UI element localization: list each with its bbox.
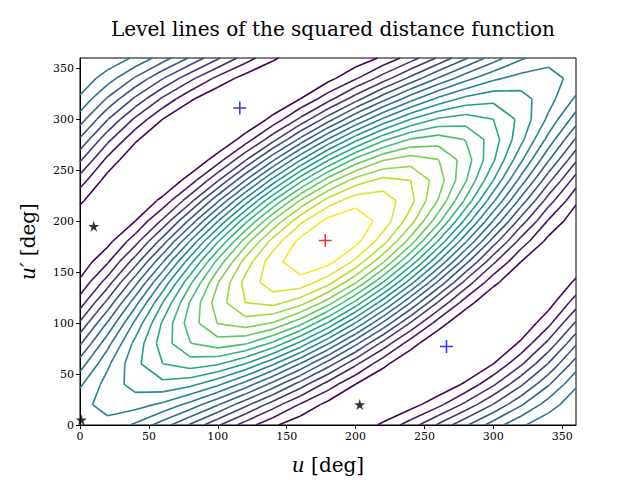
svg-text:300: 300	[53, 113, 74, 126]
svg-text:100: 100	[207, 430, 228, 443]
svg-text:350: 350	[53, 62, 74, 75]
svg-text:50: 50	[142, 430, 156, 443]
svg-text:[deg]: [deg]	[16, 203, 40, 262]
svg-text:[deg]: [deg]	[305, 453, 364, 477]
svg-text:300: 300	[483, 430, 504, 443]
svg-text:50: 50	[60, 368, 74, 381]
svg-text:200: 200	[345, 430, 366, 443]
svg-text:150: 150	[53, 266, 74, 279]
svg-text:200: 200	[53, 215, 74, 228]
svg-text:u′: u′	[16, 262, 40, 280]
svg-text:u: u	[292, 453, 305, 477]
svg-text:350: 350	[552, 430, 573, 443]
svg-text:250: 250	[414, 430, 435, 443]
svg-text:0: 0	[77, 430, 84, 443]
svg-text:0: 0	[67, 419, 74, 432]
svg-text:150: 150	[276, 430, 297, 443]
svg-text:Level lines of the squared dis: Level lines of the squared distance func…	[111, 17, 555, 41]
svg-text:100: 100	[53, 317, 74, 330]
svg-text:250: 250	[53, 164, 74, 177]
